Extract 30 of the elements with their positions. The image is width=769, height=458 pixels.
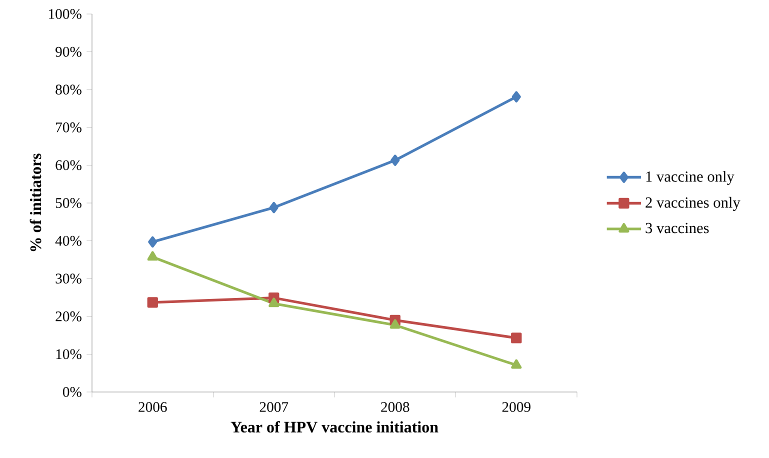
point <box>148 236 158 248</box>
legend-label: 1 vaccine only <box>646 170 734 185</box>
x-tick-label: 2008 <box>381 402 410 412</box>
point <box>269 202 278 214</box>
y-tick-label: 70% <box>56 122 82 132</box>
y-tick-label: 40% <box>55 236 82 246</box>
y-tick-label: 50% <box>56 198 82 208</box>
point <box>147 251 158 261</box>
legend-label: 3 vaccines <box>646 222 709 234</box>
point <box>511 332 522 344</box>
y-tick-label: 0% <box>62 387 82 397</box>
x-tick-label: 2006 <box>138 402 167 412</box>
y-tick-label: 90% <box>56 46 82 57</box>
y-tick-label: 10% <box>56 349 82 360</box>
y-tick-label: 100% <box>49 9 82 19</box>
x-axis-title: Year of HPV vaccine initiation <box>230 421 438 433</box>
legend-label: 2 vaccines only <box>646 196 740 211</box>
point <box>390 154 400 166</box>
point <box>268 298 280 308</box>
y-tick-label: 80% <box>56 84 82 95</box>
y-tick-label: 60% <box>56 160 82 170</box>
y-tick-label: 30% <box>56 274 82 284</box>
point <box>390 319 400 329</box>
y-tick-label: 20% <box>56 311 82 322</box>
point <box>147 297 158 308</box>
point <box>512 91 521 102</box>
x-tick-label: 2009 <box>502 402 530 412</box>
y-axis-title: % of initiators <box>30 154 42 252</box>
point <box>511 359 522 369</box>
x-tick-label: 2007 <box>260 402 288 412</box>
